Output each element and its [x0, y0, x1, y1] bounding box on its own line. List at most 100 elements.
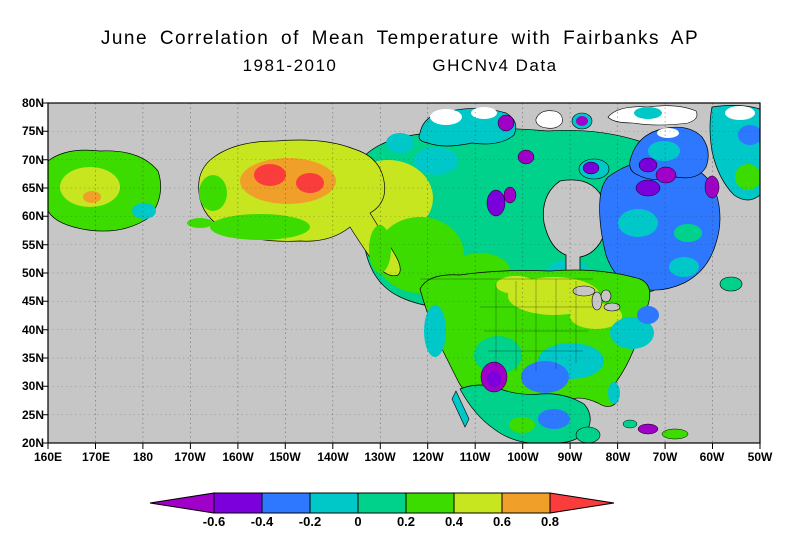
colorbar-arrow-left	[149, 492, 215, 514]
lon-label: 130W	[364, 450, 396, 464]
florida-cyan	[608, 382, 620, 404]
quebec-cyan-patch	[618, 209, 658, 237]
greenland-missing-white	[725, 106, 755, 120]
alaska-panhandle-green	[369, 225, 391, 273]
quebec-aqua-patch	[674, 224, 702, 242]
arctic-white-island	[535, 110, 563, 129]
texas-blue	[521, 361, 569, 393]
great-lake-erie	[603, 302, 621, 312]
colorbar-label: 0.8	[540, 514, 560, 529]
southampton-violet-spot	[582, 161, 600, 175]
colorbar-segment	[357, 492, 407, 514]
lon-label: 60W	[699, 450, 725, 464]
island-aqua	[622, 419, 638, 429]
arctic-missing-white-1	[430, 109, 462, 125]
lat-label: 20N	[21, 436, 44, 450]
east-us-cyan	[610, 317, 654, 349]
fairbanks-red-core-1	[254, 164, 286, 186]
baffin-purple-spot	[655, 166, 677, 184]
lat-ticks	[42, 102, 48, 444]
lon-label: 170E	[81, 450, 111, 464]
colorbar-label: 0.4	[444, 514, 464, 529]
arctic-missing-white-2	[471, 107, 497, 119]
lon-label: 140W	[317, 450, 349, 464]
lat-label: 55N	[21, 238, 44, 252]
lon-label: 150W	[269, 450, 301, 464]
mexico-green-patch	[509, 417, 535, 433]
aleutians-field	[187, 218, 213, 228]
colorbar-label: 0	[354, 514, 362, 529]
chart-subtitle-period: 1981-2010	[242, 56, 338, 75]
siberia-inner-field	[60, 167, 120, 207]
southwest-aqua	[474, 336, 522, 374]
lat-label: 35N	[21, 351, 44, 365]
chart-title: June Correlation of Mean Temperature wit…	[100, 28, 700, 49]
colorbar-segment	[213, 492, 263, 514]
lat-label: 80N	[21, 96, 44, 110]
alaska-west-green	[199, 175, 227, 211]
colorbar-segment	[453, 492, 503, 514]
lon-label: 160W	[222, 450, 254, 464]
lon-label: 100W	[507, 450, 539, 464]
chart-subtitle-dataset: GHCNv4 Data	[432, 56, 558, 75]
mexico-violet-core	[487, 371, 501, 387]
colorbar-label: -0.6	[202, 514, 226, 529]
state-borders	[420, 278, 593, 371]
lat-label: 75N	[21, 124, 44, 138]
yucatan-field	[575, 426, 601, 443]
lon-label: 120W	[412, 450, 444, 464]
california-cyan	[424, 305, 446, 357]
north-canada-cyan	[414, 147, 458, 175]
colorbar-segment	[501, 492, 551, 514]
quebec-violet-spot	[635, 179, 661, 197]
lat-label: 65N	[21, 181, 44, 195]
baffin-violet-spot	[638, 157, 658, 173]
graticule-parallels	[48, 130, 760, 416]
colorbar-segment	[309, 492, 359, 514]
lat-label: 25N	[21, 408, 44, 422]
mexico-blue-patch	[538, 409, 570, 429]
colorbar	[149, 492, 615, 514]
great-lake-superior	[572, 285, 596, 297]
baja-field	[451, 390, 470, 428]
fairbanks-red-core-2	[296, 173, 324, 193]
ellesmere-cyan-patch	[634, 107, 662, 119]
baffin-cyan-patch	[648, 141, 680, 161]
lat-label: 70N	[21, 153, 44, 167]
labrador-purple-spot	[704, 175, 720, 199]
lon-label: 160E	[33, 450, 63, 464]
cuba-green	[661, 428, 689, 440]
greenland-blue-patch	[738, 125, 760, 145]
lon-label: 90W	[557, 450, 583, 464]
baffin-missing-white	[657, 128, 679, 138]
lon-label: 70W	[652, 450, 678, 464]
lat-label: 60N	[21, 209, 44, 223]
east-us-blue	[637, 306, 659, 324]
arctic-coast-cyan	[386, 133, 414, 153]
great-lake-michigan	[591, 291, 603, 311]
siberia-orange-spot	[83, 191, 101, 203]
colorbar-segment	[405, 492, 455, 514]
colorbar-arrow-right	[549, 492, 615, 514]
newfoundland-field	[719, 276, 743, 292]
lon-label: 180	[132, 450, 154, 464]
lon-label: 80W	[605, 450, 631, 464]
lat-label: 30N	[21, 379, 44, 393]
lat-label: 40N	[21, 323, 44, 337]
colorbar-segment	[261, 492, 311, 514]
colorbar-label: 0.6	[492, 514, 512, 529]
great-lake-huron	[600, 289, 612, 303]
greenland-green-patch	[735, 164, 760, 190]
lon-label: 50W	[747, 450, 773, 464]
lat-label: 45N	[21, 294, 44, 308]
hudson-north-purple-spot	[517, 149, 535, 165]
arctic-small-island-purple	[576, 116, 588, 126]
arctic-purple-spot	[497, 114, 515, 132]
lat-label: 50N	[21, 266, 44, 280]
alaska-south-green	[210, 214, 310, 240]
lon-ticks	[47, 443, 761, 449]
quebec-cyan-patch-2	[669, 257, 699, 277]
colorbar-label: -0.4	[250, 514, 274, 529]
cuba-purple	[637, 423, 659, 435]
